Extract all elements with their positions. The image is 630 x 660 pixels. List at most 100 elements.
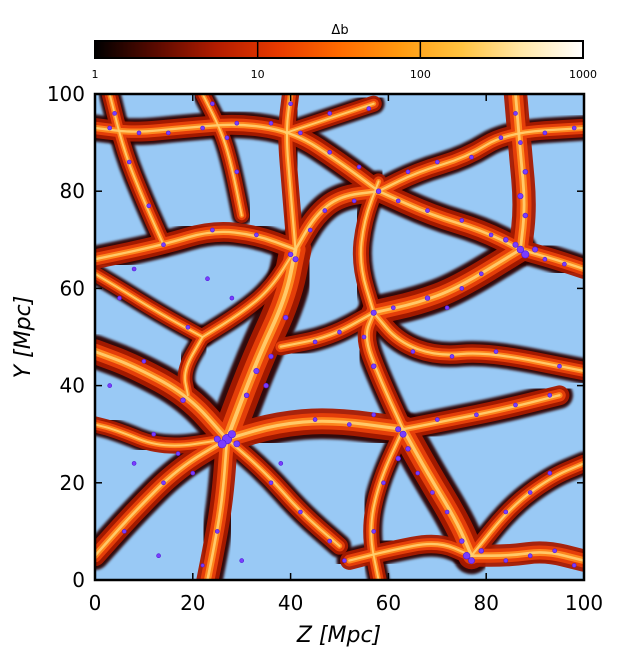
filament-1 [225,247,298,441]
halo-point [478,548,484,554]
colorbar-tick-label-1: 10 [251,68,265,81]
halo-point [210,101,215,106]
halo-point [287,251,294,258]
filament-26 [95,123,380,193]
halo-point [131,266,137,272]
halo-point [547,470,553,476]
halo-point [288,101,293,106]
halo-point [395,426,402,433]
halo-point [243,392,250,398]
halo-point [141,358,147,364]
halo-point [342,558,347,563]
halo-point [513,111,518,116]
halo-point [517,193,524,200]
halo-point [161,480,166,486]
halo-point [498,135,504,140]
halo-point [117,295,122,301]
halo-markers [107,101,577,568]
halo-point [327,150,333,155]
halo-point [462,551,471,560]
halo-point [185,324,191,330]
halo-point [224,135,230,140]
halo-point [522,212,528,219]
halo-point [268,353,274,360]
filament-21 [294,189,380,251]
x-tick-label-0: 0 [89,591,102,615]
halo-point [459,218,465,223]
halo-point [459,538,465,544]
halo-point [126,159,132,165]
halo-point [410,349,416,354]
filament-6 [95,423,228,447]
halo-point [175,451,181,456]
halo-point [180,397,186,403]
halo-point [474,412,479,418]
halo-point [346,422,352,427]
filament-12 [348,542,473,562]
halo-point [371,363,377,369]
filament-31 [201,94,243,217]
halo-point [459,286,465,291]
halo-point [283,314,289,321]
x-tick-label-3: 60 [376,591,401,615]
x-axis-label: Z [Mpc] [296,623,381,648]
halo-point [415,470,421,476]
plot-frame [93,92,586,582]
halo-point [503,509,509,515]
filament-5 [225,438,341,548]
halo-point [217,439,227,449]
halo-point [571,563,577,568]
halo-point [205,276,210,282]
halo-point [370,309,377,316]
filament-11 [470,551,584,562]
halo-point [405,446,411,452]
colorbar-tick-label-0: 1 [92,68,99,81]
filament-10 [370,428,405,580]
halo-point [532,246,539,253]
halo-point [190,470,196,476]
halo-point [571,125,577,131]
halo-point [327,538,333,544]
y-axis-label: Y [Mpc] [11,296,36,379]
y-tick-label-1: 20 [60,471,85,495]
colorbar: Δb 1 10 100 1000 [92,23,598,81]
halo-point [298,509,303,515]
halo-point [151,431,156,437]
x-tick-label-2: 40 [278,591,303,615]
halo-point [234,169,240,175]
halo-point [513,402,518,408]
filament-22 [95,230,297,261]
halo-point [390,305,396,311]
halo-point [542,256,548,262]
halo-point [371,529,377,534]
halo-point [424,295,431,301]
filament-3 [206,437,229,580]
halo-point [356,164,362,170]
halo-point [131,461,137,466]
halo-point [512,241,519,248]
halo-point [156,553,161,559]
halo-point [405,169,411,175]
halo-point [312,339,318,345]
y-tick-label-4: 80 [60,179,85,203]
halo-point [366,106,372,111]
filament-29 [95,272,204,338]
halo-point [527,490,533,495]
halo-point [234,120,240,126]
filament-28 [108,94,165,246]
filament-7 [401,427,474,558]
density-field [95,94,584,580]
halo-point [268,480,274,486]
halo-point [425,208,430,213]
halo-point [327,111,333,116]
halo-point [239,558,244,563]
halo-point [399,430,407,438]
density-layer-4 [95,94,584,580]
filament-16 [372,311,584,373]
halo-point [521,250,530,259]
halo-point [562,261,567,267]
filament-24 [201,248,297,338]
halo-point [518,140,523,145]
halo-point [107,383,112,388]
